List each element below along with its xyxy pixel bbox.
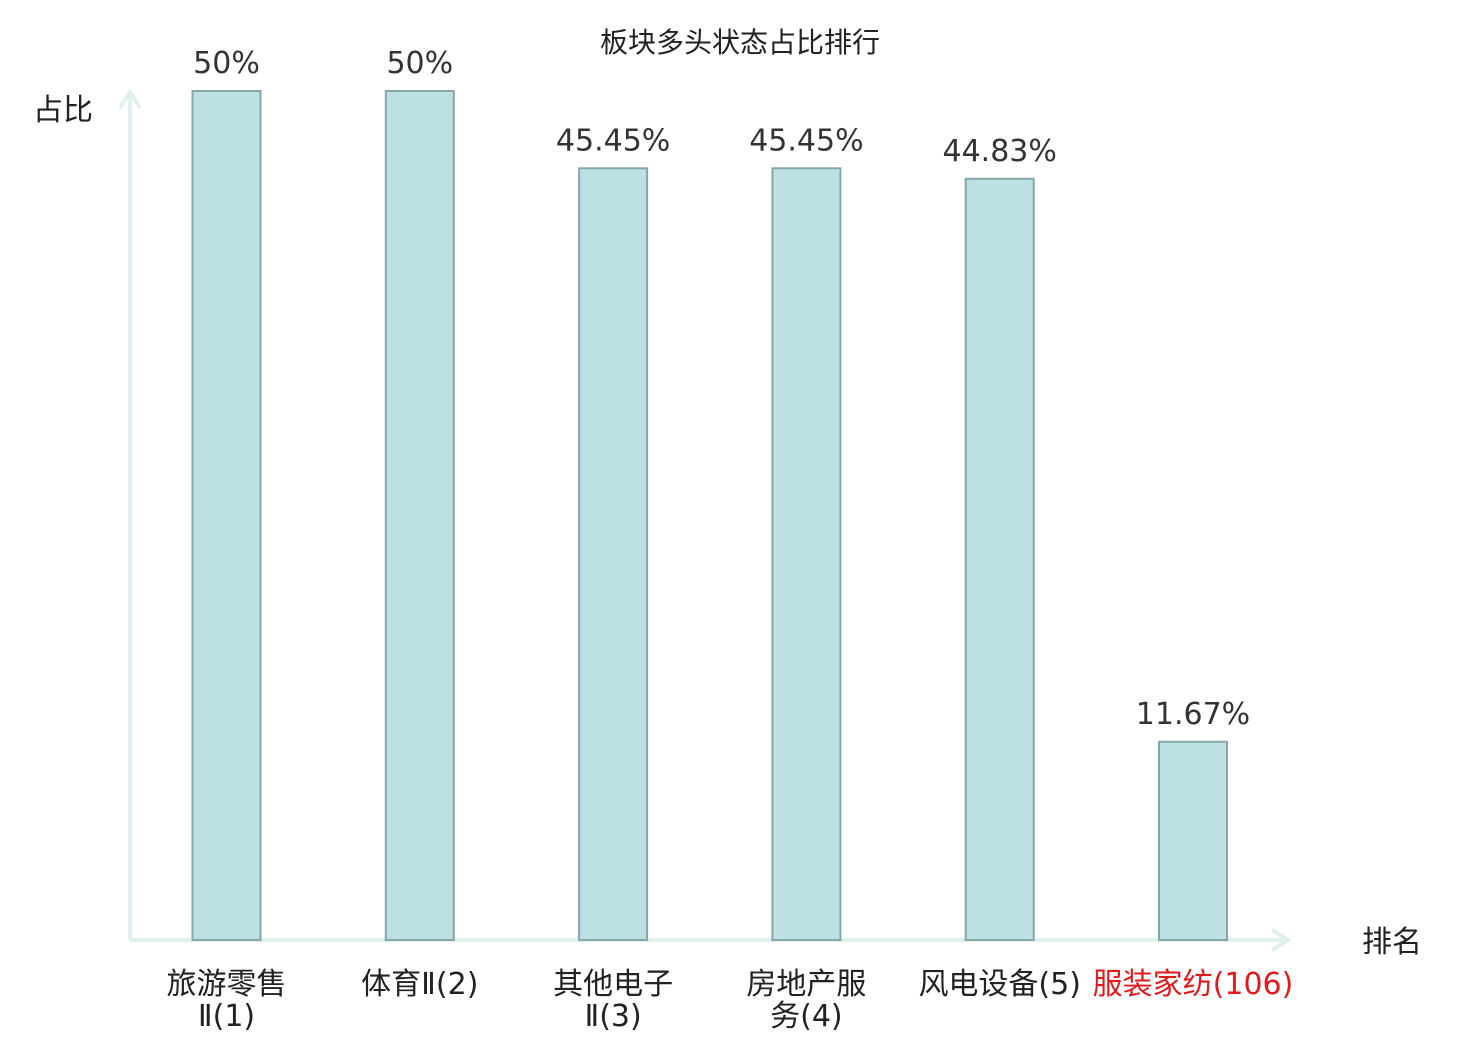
bars-group [191,90,1228,942]
x-axis [130,928,1292,952]
data-label: 44.83% [943,134,1057,169]
y-axis-title: 占比 [33,93,93,128]
bar [964,177,1035,942]
data-label: 50% [193,46,260,81]
x-tick-label: 房地产服 [746,967,866,1002]
x-tick-label: 其他电子 [553,967,673,1002]
x-tick-label: Ⅱ(3) [584,999,641,1034]
x-tick-label: 服装家纺(106) [1093,967,1294,1002]
data-labels-group: 50% 50% 45.45% 45.45% 44.83% 11.67% [193,46,1250,732]
x-tick-label: 体育Ⅱ(2) [361,967,478,1002]
x-tick-label: Ⅱ(1) [198,999,255,1034]
bar [384,90,455,941]
data-label: 50% [386,46,453,81]
data-label: 45.45% [556,123,670,158]
x-tick-label: 务(4) [770,999,843,1034]
bar [771,167,842,942]
x-tick-label: 风电设备(5) [918,967,1081,1002]
bar [191,90,262,941]
chart-title: 板块多头状态占比排行 [600,26,880,59]
bar [1158,740,1228,941]
y-axis [118,88,142,940]
data-label: 11.67% [1136,697,1250,732]
x-tick-label: 旅游零售 [167,967,287,1002]
bar [578,167,649,942]
data-label: 45.45% [749,123,863,158]
x-axis-title: 排名 [1362,925,1422,960]
